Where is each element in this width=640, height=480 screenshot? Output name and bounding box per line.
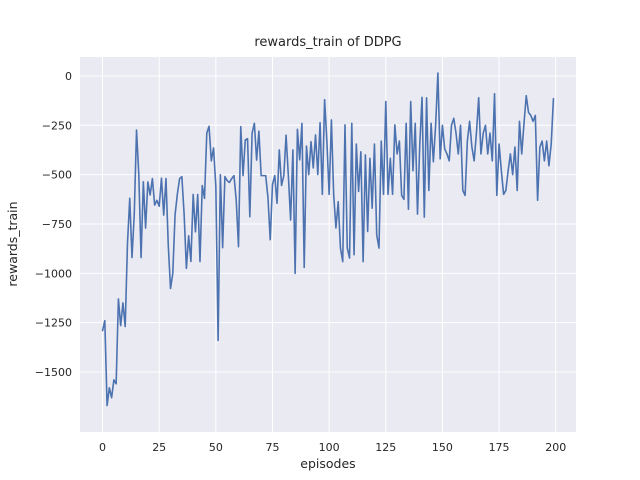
x-tick-label: 25 xyxy=(152,441,166,454)
x-axis-label: episodes xyxy=(300,456,355,471)
reward-line-series xyxy=(101,72,555,407)
chart-title: rewards_train of DDPG xyxy=(254,35,401,50)
y-tick-label: 0 xyxy=(65,70,72,83)
x-tick-label: 175 xyxy=(489,441,510,454)
x-tick-label: 75 xyxy=(265,441,279,454)
y-tick-label: −1250 xyxy=(35,317,72,330)
x-tick-label: 150 xyxy=(432,441,453,454)
y-tick-label: −1000 xyxy=(35,267,72,280)
x-tick-label: 0 xyxy=(99,441,106,454)
y-tick-label: −250 xyxy=(42,119,72,132)
x-tick-label: 200 xyxy=(545,441,566,454)
plot-area xyxy=(80,57,576,432)
x-tick-label: 100 xyxy=(319,441,340,454)
x-axis-ticks: 0 25 50 75 100 125 150 175 200 xyxy=(99,441,566,454)
y-tick-label: −500 xyxy=(42,169,72,182)
y-axis-ticks: 0 −250 −500 −750 −1000 −1250 −1500 xyxy=(35,70,72,379)
x-tick-label: 125 xyxy=(375,441,396,454)
y-axis-label: rewards_train xyxy=(5,201,20,286)
x-tick-label: 50 xyxy=(209,441,223,454)
y-tick-label: −1500 xyxy=(35,366,72,379)
y-tick-label: −750 xyxy=(42,218,72,231)
